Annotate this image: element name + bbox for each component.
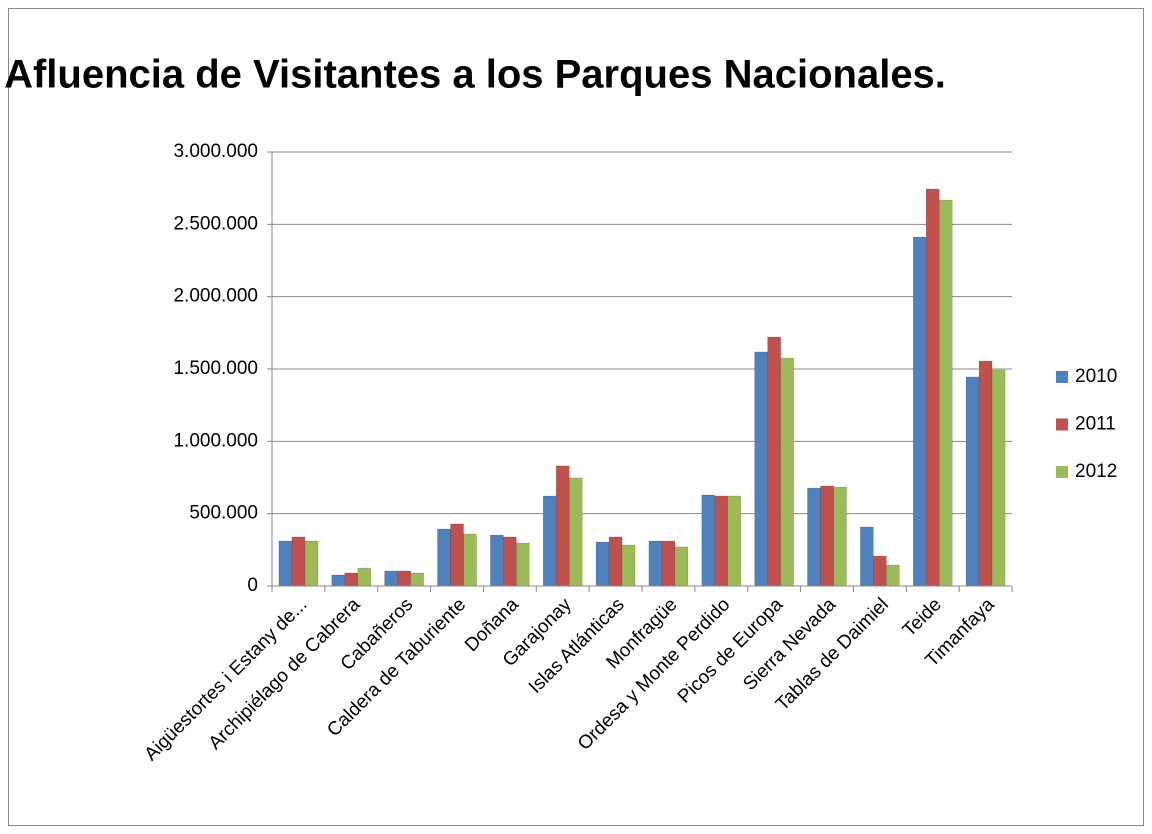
bar bbox=[437, 528, 451, 587]
bar bbox=[820, 485, 834, 587]
bar bbox=[542, 495, 557, 587]
bar bbox=[727, 495, 742, 587]
legend-swatch bbox=[1056, 371, 1068, 383]
bar bbox=[621, 544, 636, 587]
bar bbox=[344, 572, 359, 587]
bar bbox=[674, 546, 689, 587]
bar bbox=[661, 540, 676, 587]
bar bbox=[860, 526, 874, 587]
bar bbox=[278, 540, 293, 587]
bar bbox=[807, 487, 821, 587]
bar bbox=[450, 523, 464, 587]
legend-swatch bbox=[1056, 418, 1068, 431]
bar bbox=[780, 357, 794, 587]
y-tick-label: 2.000.000 bbox=[173, 286, 258, 307]
bar bbox=[873, 555, 887, 587]
bar bbox=[304, 540, 319, 587]
bar bbox=[886, 564, 900, 587]
bar bbox=[490, 534, 504, 587]
bar bbox=[357, 567, 372, 587]
y-tick-label: 3.000.000 bbox=[173, 141, 258, 162]
bar bbox=[714, 495, 729, 587]
bar bbox=[991, 369, 1006, 587]
y-tick-label: 500.000 bbox=[189, 503, 258, 524]
bar bbox=[701, 494, 716, 587]
bar bbox=[555, 465, 570, 587]
bar bbox=[648, 540, 663, 587]
bar bbox=[912, 236, 927, 587]
bar bbox=[291, 536, 306, 587]
bar bbox=[978, 360, 993, 587]
y-tick-label: 2.500.000 bbox=[173, 213, 258, 234]
y-tick-label: 1.500.000 bbox=[173, 358, 258, 379]
bar bbox=[595, 541, 610, 587]
bar bbox=[833, 486, 847, 587]
bar bbox=[767, 336, 781, 587]
chart-title: Afluencia de Visitantes a los Parques Na… bbox=[4, 53, 946, 97]
legend-label: 2010 bbox=[1075, 366, 1117, 387]
bar bbox=[331, 574, 346, 587]
bar bbox=[925, 188, 940, 587]
legend-label: 2011 bbox=[1075, 414, 1116, 435]
legend-swatch bbox=[1056, 466, 1068, 478]
bar bbox=[608, 536, 623, 587]
bar bbox=[503, 536, 517, 587]
y-tick-label: 1.000.000 bbox=[173, 430, 258, 451]
legend-label: 2012 bbox=[1075, 461, 1117, 482]
bar bbox=[397, 570, 411, 587]
bar bbox=[463, 533, 477, 587]
bar bbox=[384, 570, 398, 587]
bar bbox=[516, 542, 530, 587]
bar bbox=[965, 376, 980, 587]
bar bbox=[410, 572, 424, 587]
bar bbox=[568, 477, 583, 587]
chart-frame bbox=[8, 8, 1144, 826]
y-tick-label: 0 bbox=[247, 575, 258, 596]
bar bbox=[938, 199, 953, 587]
bar bbox=[754, 351, 768, 587]
